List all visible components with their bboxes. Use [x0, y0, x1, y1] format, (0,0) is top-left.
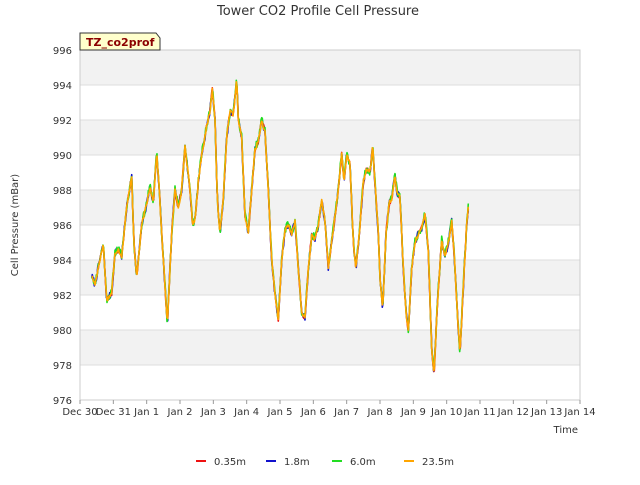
legend-label: 23.5m — [422, 457, 454, 468]
plot-band — [80, 50, 580, 85]
y-tick-label: 978 — [53, 361, 72, 372]
x-tick-label: Jan 10 — [430, 407, 462, 418]
plot-band — [80, 120, 580, 155]
y-tick-label: 982 — [53, 291, 72, 302]
legend-label: 6.0m — [350, 457, 376, 468]
site-badge-text: TZ_co2prof — [86, 36, 155, 49]
legend: 0.35m 1.8m 6.0m 23.5m — [196, 457, 454, 468]
x-tick-label: Jan 3 — [200, 407, 226, 418]
y-axis-ticks: 976 978 980 982 984 986 988 990 992 994 996 — [53, 46, 72, 407]
plot-band — [80, 155, 580, 190]
y-tick-label: 986 — [53, 221, 72, 232]
y-tick-label: 996 — [53, 46, 72, 57]
y-tick-label: 976 — [53, 396, 72, 407]
legend-item: 6.0m — [332, 457, 376, 468]
y-axis-label: Cell Pressure (mBar) — [10, 174, 21, 276]
y-tick-label: 980 — [53, 326, 72, 337]
y-tick-label: 988 — [53, 186, 72, 197]
x-tick-label: Jan 9 — [400, 407, 426, 418]
x-tick-label: Jan 1 — [133, 407, 159, 418]
plot-band — [80, 260, 580, 295]
y-tick-label: 992 — [53, 116, 72, 127]
plot-band — [80, 85, 580, 120]
x-tick-label: Jan 6 — [300, 407, 326, 418]
y-tick-label: 990 — [53, 151, 72, 162]
y-tick-label: 984 — [53, 256, 72, 267]
x-tick-label: Dec 30 — [62, 407, 97, 418]
x-tick-label: Jan 7 — [333, 407, 359, 418]
series-layer — [90, 79, 470, 373]
x-tick-label: Jan 11 — [463, 407, 495, 418]
x-tick-label: Jan 4 — [233, 407, 259, 418]
x-tick-label: Jan 12 — [497, 407, 529, 418]
site-badge-box — [79, 32, 161, 51]
chart-title: Tower CO2 Profile Cell Pressure — [216, 4, 419, 19]
site-badge: TZ_co2prof — [79, 32, 161, 51]
plot-band — [80, 190, 580, 225]
y-tick-label: 994 — [53, 81, 72, 92]
legend-item: 1.8m — [266, 457, 310, 468]
x-tick-label: Jan 14 — [563, 407, 595, 418]
plot-band — [80, 295, 580, 330]
x-tick-label: Dec 31 — [96, 407, 131, 418]
x-tick-label: Jan 8 — [367, 407, 393, 418]
series-line-23_5m — [91, 81, 470, 372]
legend-label: 0.35m — [214, 457, 246, 468]
plot-band — [80, 365, 580, 400]
legend-item: 23.5m — [404, 457, 454, 468]
legend-item: 0.35m — [196, 457, 246, 468]
x-tick-label: Jan 5 — [267, 407, 293, 418]
x-tick-label: Jan 2 — [167, 407, 193, 418]
x-axis-label: Time — [553, 425, 578, 436]
x-tick-label: Jan 13 — [530, 407, 562, 418]
plot-frame — [79, 49, 581, 401]
plot-band — [80, 330, 580, 365]
legend-label: 1.8m — [284, 457, 310, 468]
